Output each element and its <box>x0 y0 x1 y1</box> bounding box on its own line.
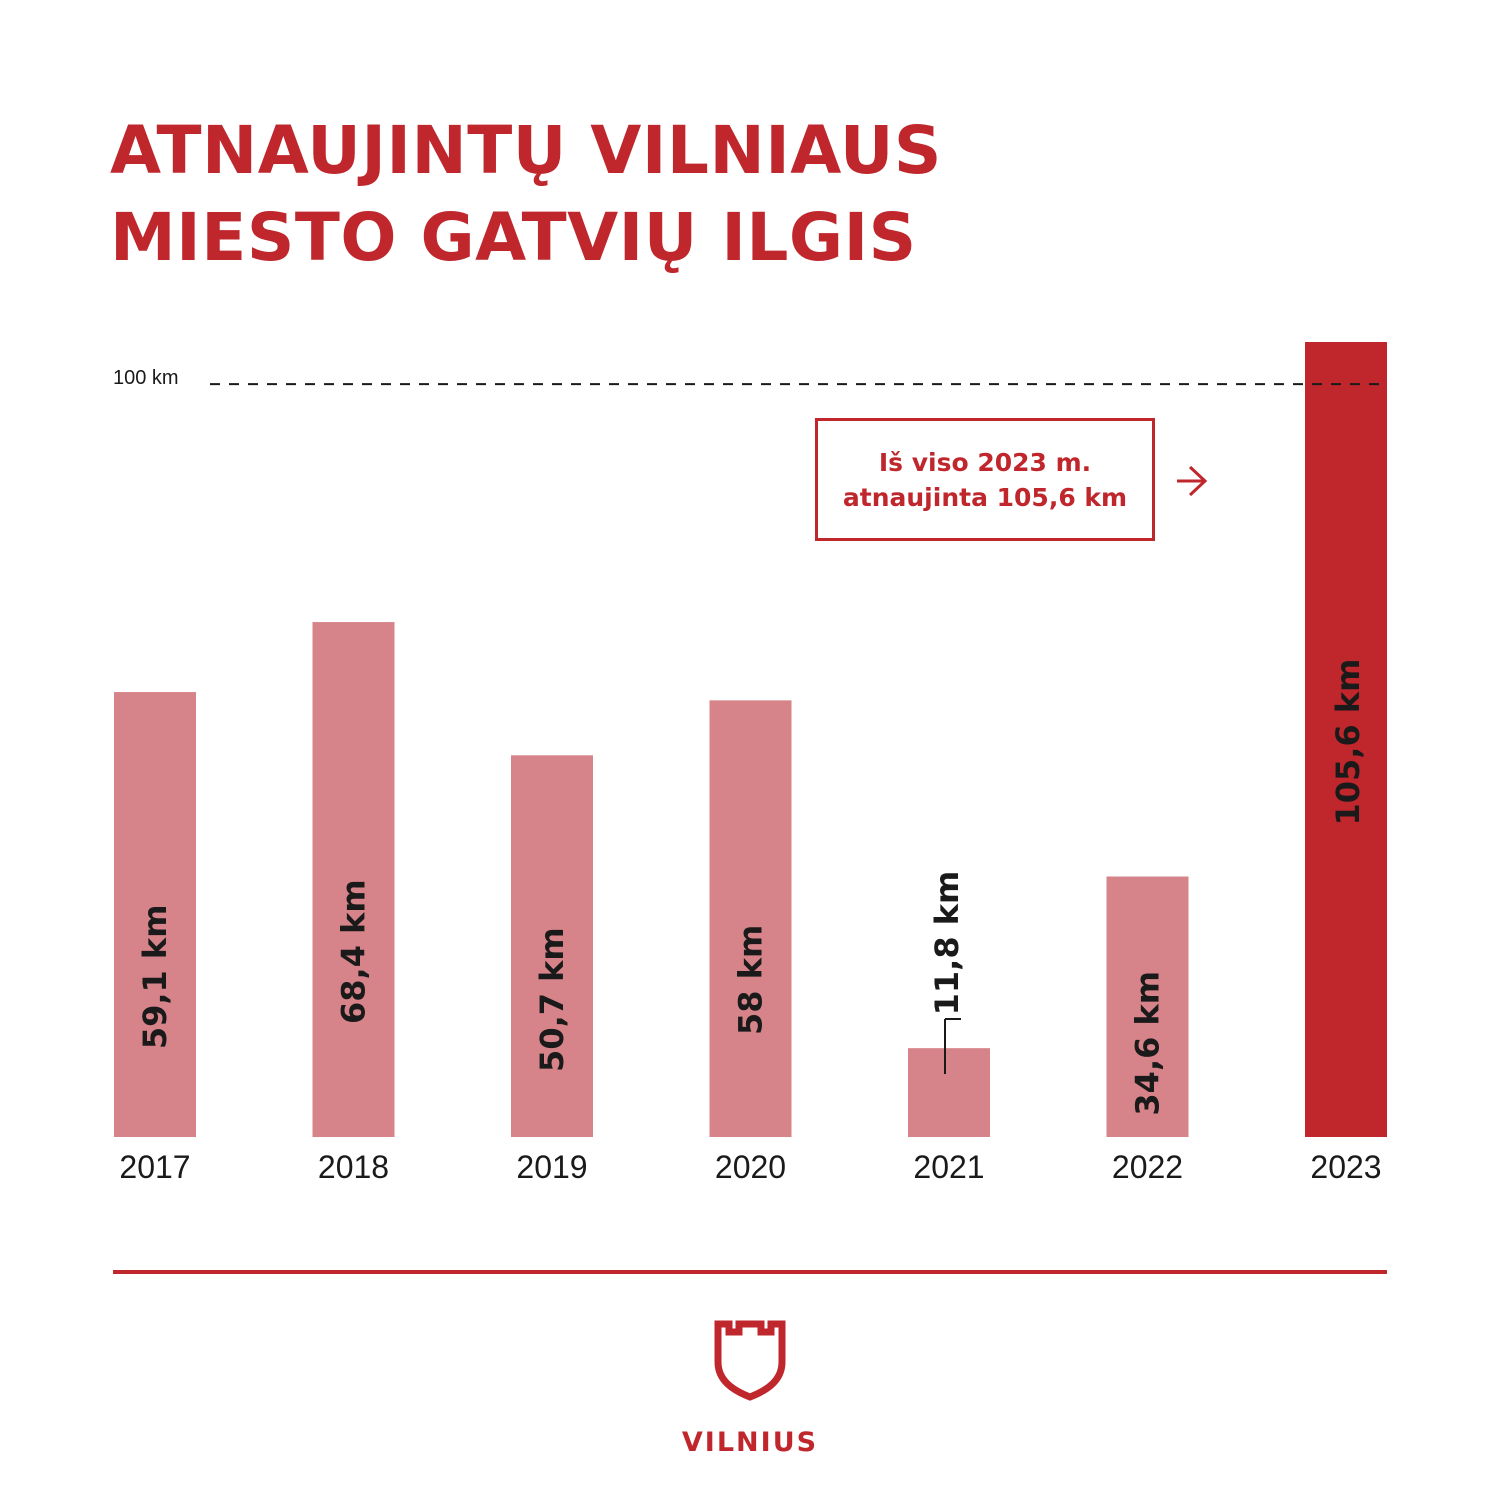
x-tick-label-2023: 2023 <box>1310 1149 1381 1185</box>
bar-2019 <box>511 755 593 1137</box>
x-tick-label-2022: 2022 <box>1112 1149 1183 1185</box>
x-tick-label-2018: 2018 <box>318 1149 389 1185</box>
bar-2023 <box>1305 342 1387 1137</box>
callout-arrow-icon <box>1188 465 1208 497</box>
tower-shield-icon <box>714 1320 786 1401</box>
data-label-2020: 58 km <box>732 925 770 1035</box>
bar-2018 <box>312 622 395 1137</box>
x-tick-label-2017: 2017 <box>119 1149 190 1185</box>
bar-2017 <box>114 692 196 1137</box>
data-label-2019: 50,7 km <box>533 927 571 1072</box>
footer-divider <box>113 1270 1387 1274</box>
data-label-2021: 11,8 km <box>928 871 966 1016</box>
chart-title-line-1: ATNAUJINTŲ VILNIAUS <box>110 112 942 189</box>
data-label-2022: 34,6 km <box>1129 971 1167 1116</box>
total-callout-box: Iš viso 2023 m. atnaujinta 105,6 km <box>815 418 1155 541</box>
callout-line-1: Iš viso 2023 m. <box>878 447 1092 477</box>
data-label-2018: 68,4 km <box>335 879 373 1024</box>
bar-2021 <box>908 1048 990 1137</box>
reference-line-label: 100 km <box>113 367 179 389</box>
x-tick-label-2021: 2021 <box>913 1149 984 1185</box>
data-label-2017: 59,1 km <box>136 904 174 1049</box>
callout-line-2: atnaujinta 105,6 km <box>842 482 1128 512</box>
x-tick-label-2019: 2019 <box>516 1149 587 1185</box>
bar-2020 <box>709 700 792 1137</box>
brand-wordmark: VILNIUS <box>681 1427 819 1458</box>
x-tick-label-2020: 2020 <box>715 1149 786 1185</box>
data-label-2023: 105,6 km <box>1329 659 1367 826</box>
bar-2022 <box>1106 876 1189 1137</box>
chart-title-line-2: MIESTO GATVIŲ ILGIS <box>110 199 917 276</box>
